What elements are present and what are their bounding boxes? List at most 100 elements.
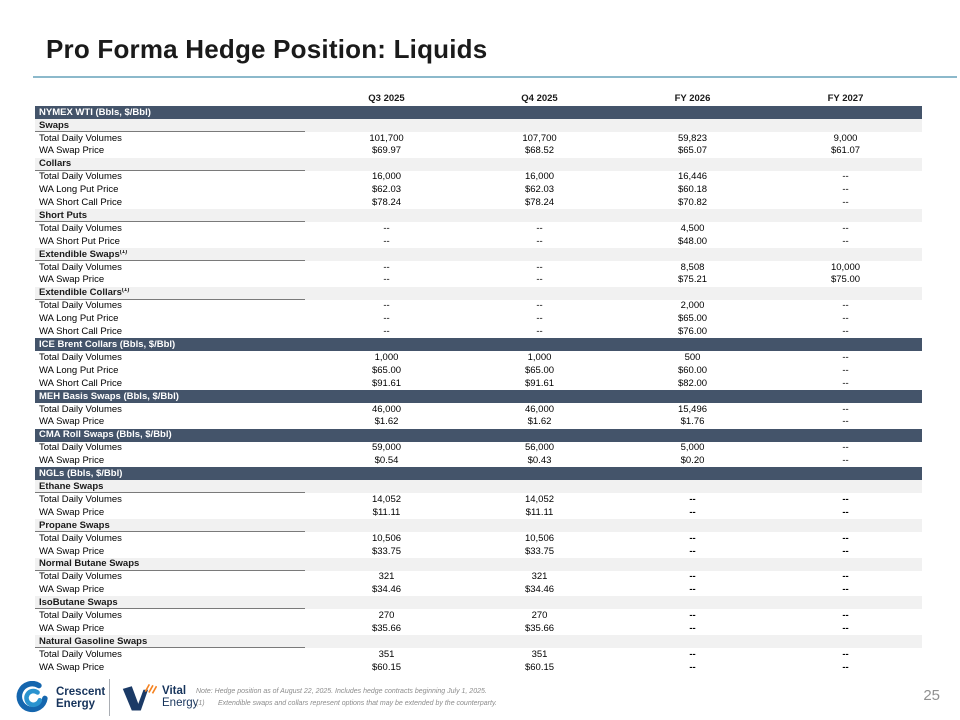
row-label: Total Daily Volumes — [39, 262, 122, 273]
row-label: Total Daily Volumes — [39, 443, 122, 453]
row-label: Swaps — [39, 120, 70, 131]
cell-value: 14,052 — [524, 494, 555, 505]
cell-value: -- — [689, 507, 696, 518]
cell-value: $61.07 — [830, 146, 861, 156]
cell-value: -- — [383, 236, 390, 247]
cell-value: $34.46 — [371, 585, 402, 595]
cell-value: 5,000 — [680, 443, 705, 453]
cell-value: 321 — [378, 572, 395, 582]
cell-value: 9,000 — [833, 133, 858, 144]
section-header-row: NGLs (Bbls, $/Bbl) — [35, 467, 922, 481]
row-label: WA Long Put Price — [39, 365, 119, 376]
cell-value: -- — [383, 314, 390, 324]
table-row: WA Swap Price $0.54 $0.43 $0.20 -- — [35, 454, 922, 468]
row-label: WA Swap Price — [39, 417, 105, 427]
subsection-header-row: Swaps — [35, 118, 922, 132]
page-title: Pro Forma Hedge Position: Liquids — [46, 34, 488, 64]
cell-value: -- — [842, 365, 849, 376]
row-label: Total Daily Volumes — [39, 352, 122, 363]
table-body: NYMEX WTI (Bbls, $/Bbl) Swaps Total Daily … — [35, 106, 922, 674]
cell-value: $82.00 — [677, 378, 708, 389]
cell-value: 2,000 — [680, 301, 705, 311]
column-header-q3-2025: Q3 2025 — [368, 94, 405, 104]
cell-value: -- — [383, 327, 390, 337]
cell-value: $68.52 — [524, 146, 555, 156]
vital-logo-word-2: Energy — [162, 697, 199, 709]
cell-value: $76.00 — [677, 327, 708, 337]
cell-value: -- — [842, 546, 849, 557]
subsection-header-row: Normal Butane Swaps — [35, 557, 922, 571]
cell-value: $1.62 — [374, 417, 399, 427]
table-row: Total Daily Volumes -- -- 2,000 -- — [35, 299, 922, 313]
footer-logo-divider — [109, 679, 110, 716]
cell-value: $62.03 — [524, 185, 555, 195]
cell-value: $60.15 — [371, 662, 402, 673]
footnotes: Note: Hedge position as of August 22, 20… — [196, 686, 497, 709]
cell-value: 107,700 — [522, 133, 557, 144]
crescent-energy-logo-icon — [16, 681, 48, 713]
column-header-fy-2027: FY 2027 — [827, 94, 864, 104]
cell-value: $0.20 — [680, 456, 705, 466]
footnote-2-text: Extendible swaps and collars represent o… — [218, 699, 497, 707]
row-label: Total Daily Volumes — [39, 133, 122, 144]
cell-value: $34.46 — [524, 585, 555, 595]
subsection-header-row: Ethane Swaps — [35, 480, 922, 494]
footnote-line-2: (1) Extendible swaps and collars represe… — [196, 698, 497, 710]
cell-value: -- — [536, 236, 543, 247]
cell-value: 59,823 — [677, 133, 708, 144]
cell-value: -- — [842, 585, 849, 595]
cell-value: 10,506 — [524, 533, 555, 544]
row-label: WA Swap Price — [39, 456, 105, 466]
cell-value: -- — [842, 198, 849, 208]
subsection-header-row: Propane Swaps — [35, 519, 922, 532]
cell-value: 321 — [531, 572, 548, 582]
cell-value: 15,496 — [677, 404, 708, 415]
cell-value: 270 — [378, 611, 395, 621]
cell-value: -- — [842, 185, 849, 195]
row-label: WA Long Put Price — [39, 185, 119, 195]
table-row: Total Daily Volumes 59,000 56,000 5,000 -- — [35, 441, 922, 455]
cell-value: $91.61 — [524, 378, 555, 389]
cell-value: 101,700 — [369, 133, 404, 144]
cell-value: -- — [383, 275, 390, 285]
subsection-header-row: Short Puts — [35, 209, 922, 223]
row-label: Extendible Swaps(1) — [39, 249, 128, 260]
cell-value: 351 — [531, 649, 548, 660]
cell-value: $11.11 — [525, 507, 554, 518]
cell-value: 46,000 — [371, 404, 402, 415]
row-label: WA Swap Price — [39, 146, 105, 156]
cell-value: -- — [536, 262, 543, 273]
table-row: WA Swap Price $69.97 $68.52 $65.07 $61.07 — [35, 144, 922, 158]
row-label: Short Puts — [39, 210, 88, 221]
cell-value: -- — [842, 404, 849, 415]
cell-value: $0.43 — [527, 456, 552, 466]
section-header-row: MEH Basis Swaps (Bbls, $/Bbl) — [35, 389, 922, 403]
subsection-header-row: Natural Gasoline Swaps — [35, 635, 922, 649]
cell-value: -- — [383, 262, 390, 273]
footnote-marker: (1) — [121, 288, 130, 294]
cell-value: $70.82 — [677, 198, 708, 208]
cell-value: $65.00 — [677, 314, 708, 324]
row-label: WA Short Put Price — [39, 236, 120, 247]
row-label: CMA Roll Swaps (Bbls, $/Bbl) — [39, 430, 172, 440]
footnote-line-1: Note: Hedge position as of August 22, 20… — [196, 688, 487, 695]
cell-value: 59,000 — [371, 443, 402, 453]
table-row: WA Long Put Price $65.00 $65.00 $60.00 -- — [35, 364, 922, 378]
row-label: WA Long Put Price — [39, 314, 119, 324]
table-row: Total Daily Volumes 351 351 -- -- — [35, 648, 922, 661]
cell-value: -- — [842, 494, 849, 505]
cell-value: 16,446 — [677, 172, 708, 182]
cell-value: 351 — [378, 649, 395, 660]
cell-value: -- — [689, 649, 696, 660]
hedge-position-table: Q3 2025 Q4 2025 FY 2026 FY 2027 NYMEX WT… — [35, 92, 922, 674]
cell-value: 56,000 — [524, 443, 555, 453]
cell-value: -- — [842, 456, 849, 466]
cell-value: -- — [689, 572, 696, 582]
cell-value: -- — [536, 301, 543, 311]
cell-value: -- — [383, 223, 390, 234]
table-row: WA Swap Price -- -- $75.21 $75.00 — [35, 273, 922, 287]
cell-value: 16,000 — [371, 172, 402, 182]
cell-value: -- — [536, 314, 543, 324]
subsection-header-row: Extendible Collars(1) — [35, 286, 922, 300]
cell-value: $65.00 — [524, 365, 555, 376]
